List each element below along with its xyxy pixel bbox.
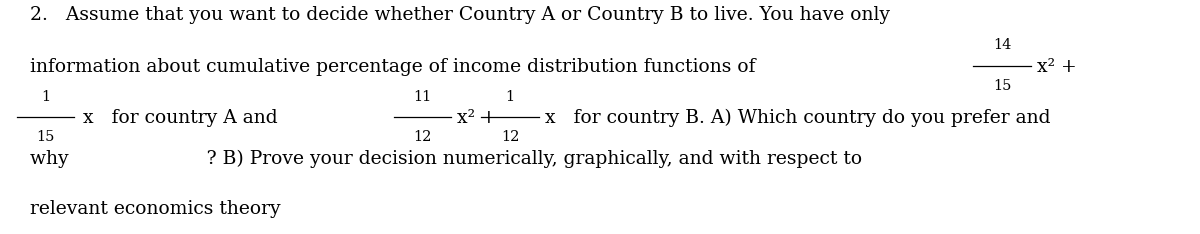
Text: 12: 12 (413, 130, 432, 144)
Text: 15: 15 (36, 130, 55, 144)
Text: 15: 15 (992, 79, 1012, 93)
Text: 1: 1 (505, 90, 515, 104)
Text: 11: 11 (413, 90, 432, 104)
Text: relevant economics theory: relevant economics theory (30, 200, 281, 218)
Text: x² +: x² + (1037, 58, 1076, 76)
Text: 14: 14 (992, 38, 1012, 52)
Text: x   for country A and: x for country A and (83, 109, 277, 127)
Text: 2.   Assume that you want to decide whether Country A or Country B to live. You : 2. Assume that you want to decide whethe… (30, 6, 890, 24)
Text: why                       ? B) Prove your decision numerically, graphically, and: why ? B) Prove your decision numerically… (30, 150, 862, 168)
Text: 12: 12 (500, 130, 520, 144)
Text: information about cumulative percentage of income distribution functions of: information about cumulative percentage … (30, 58, 756, 76)
Text: x   for country B. A) Which country do you prefer and: x for country B. A) Which country do you… (545, 109, 1050, 128)
Text: 1: 1 (41, 90, 50, 104)
Text: x² +: x² + (457, 109, 497, 127)
